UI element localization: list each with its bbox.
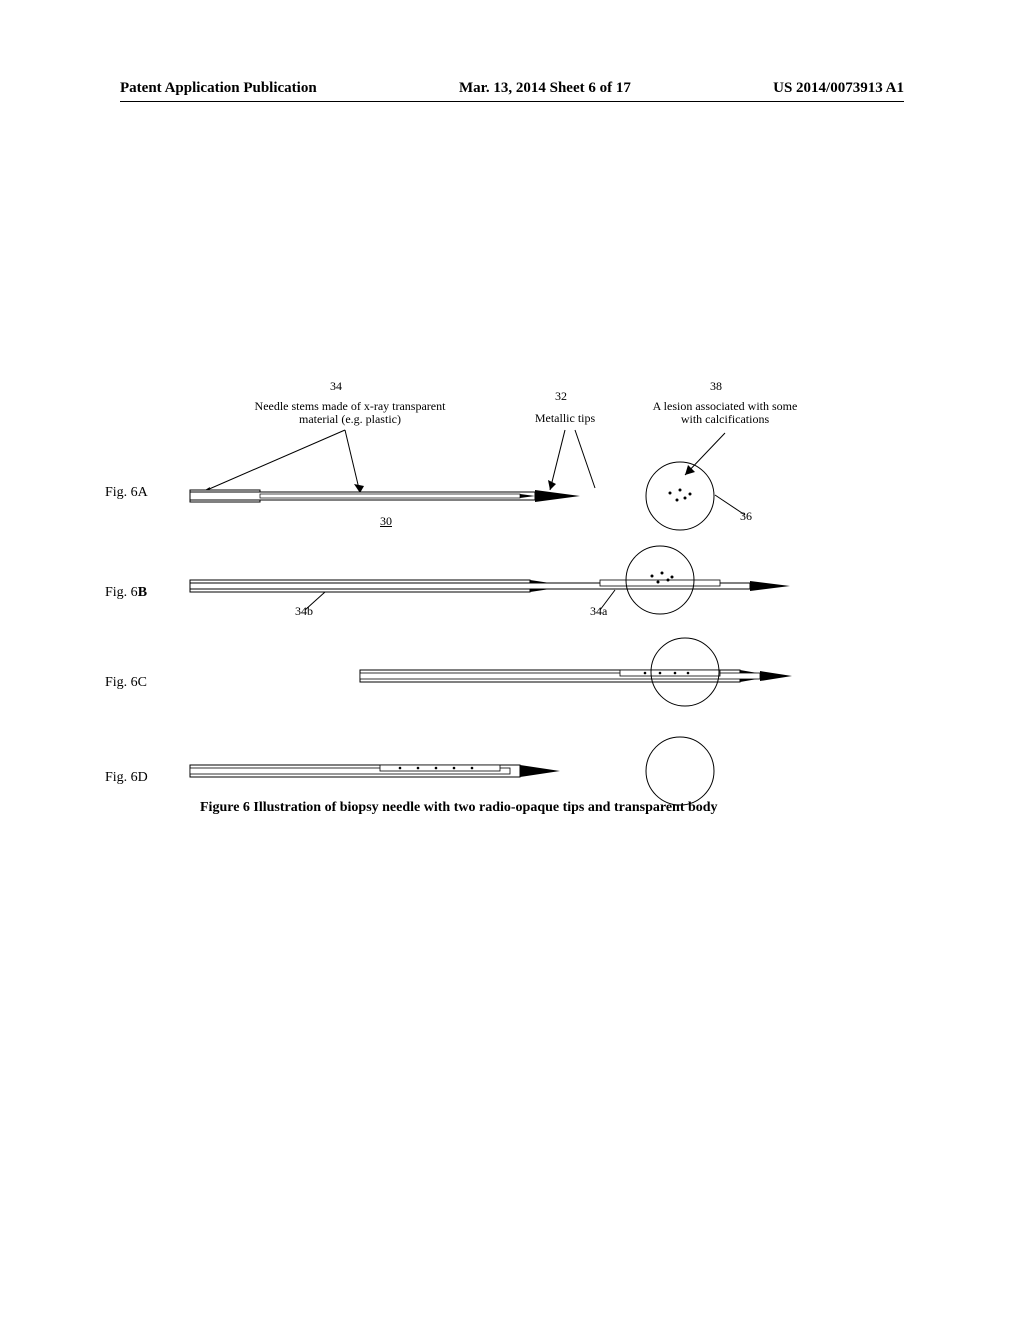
fig-6b-label: Fig. 6B [105, 585, 147, 601]
ref-32-num: 32 [555, 390, 567, 403]
fig-6d-label: Fig. 6D [105, 770, 148, 786]
figure-caption: Figure 6 Illustration of biopsy needle w… [200, 800, 820, 816]
fig-6c-svg [180, 640, 880, 700]
ref-30: 30 [380, 515, 392, 528]
ref-34-num: 34 [330, 380, 342, 393]
ref-36-leader [710, 490, 760, 530]
header-left: Patent Application Publication [120, 80, 317, 97]
fig-6c-label: Fig. 6C [105, 675, 147, 691]
ref-38-num: 38 [710, 380, 722, 393]
header-center: Mar. 13, 2014 Sheet 6 of 17 [459, 80, 631, 97]
fig-6d-svg [180, 735, 880, 795]
ref-34b-leader [280, 590, 330, 620]
fig-6a-label: Fig. 6A [105, 485, 148, 501]
page-header: Patent Application Publication Mar. 13, … [120, 80, 904, 102]
ref-34a-leader [575, 588, 625, 618]
header-right: US 2014/0073913 A1 [773, 80, 904, 97]
fig-6a-svg [180, 420, 880, 480]
